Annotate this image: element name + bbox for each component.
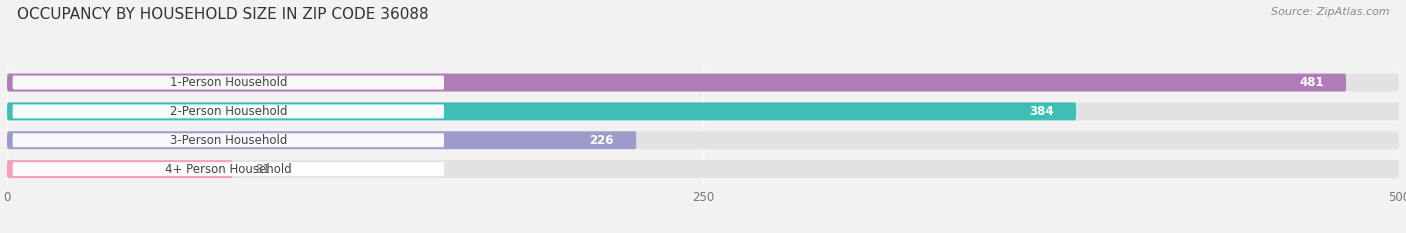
Text: OCCUPANCY BY HOUSEHOLD SIZE IN ZIP CODE 36088: OCCUPANCY BY HOUSEHOLD SIZE IN ZIP CODE … [17, 7, 429, 22]
FancyBboxPatch shape [7, 74, 1346, 92]
Text: 481: 481 [1299, 76, 1324, 89]
Text: 384: 384 [1029, 105, 1053, 118]
FancyBboxPatch shape [7, 160, 1399, 178]
FancyBboxPatch shape [13, 162, 444, 176]
FancyBboxPatch shape [13, 104, 444, 118]
Text: Source: ZipAtlas.com: Source: ZipAtlas.com [1271, 7, 1389, 17]
FancyBboxPatch shape [7, 160, 232, 178]
FancyBboxPatch shape [7, 131, 1399, 149]
Text: 4+ Person Household: 4+ Person Household [165, 163, 291, 176]
Text: 226: 226 [589, 134, 614, 147]
FancyBboxPatch shape [7, 131, 636, 149]
FancyBboxPatch shape [7, 103, 1399, 120]
FancyBboxPatch shape [7, 74, 1399, 92]
Text: 3-Person Household: 3-Person Household [170, 134, 287, 147]
Text: 1-Person Household: 1-Person Household [170, 76, 287, 89]
Text: 81: 81 [254, 163, 270, 176]
FancyBboxPatch shape [13, 75, 444, 89]
FancyBboxPatch shape [7, 103, 1076, 120]
Text: 2-Person Household: 2-Person Household [170, 105, 287, 118]
FancyBboxPatch shape [13, 133, 444, 147]
